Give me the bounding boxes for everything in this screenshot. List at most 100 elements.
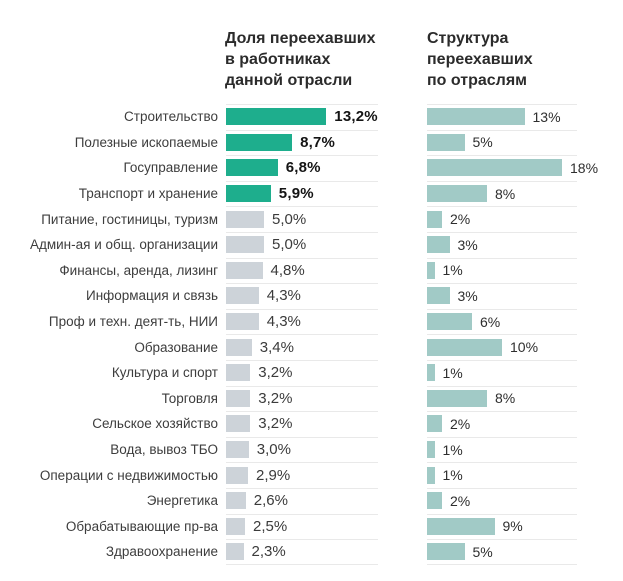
structure-value: 1% <box>442 441 463 458</box>
left-chart-cell: 2,9% <box>226 462 427 488</box>
chart-rows: Строительство 13,2% 13% Полезные ископае… <box>0 104 623 565</box>
row-separator <box>226 283 378 285</box>
row-separator <box>226 180 378 182</box>
share-bar <box>226 492 246 510</box>
structure-bar <box>427 466 435 484</box>
chart-row: Информация и связь 4,3% 3% <box>0 283 623 309</box>
structure-bar <box>427 133 465 151</box>
structure-value: 6% <box>480 313 501 330</box>
chart-row: Здравоохранение 2,3% 5% <box>0 539 623 565</box>
structure-bar <box>427 210 442 228</box>
share-bar <box>226 210 264 228</box>
row-separator <box>427 231 577 233</box>
row-separator <box>226 513 378 515</box>
structure-value: 18% <box>570 159 599 176</box>
share-value: 4,3% <box>266 313 301 331</box>
chart-row: Питание, гостиницы, туризм 5,0% 2% <box>0 206 623 232</box>
right-chart-cell: 5% <box>427 539 623 565</box>
share-bar <box>226 517 245 535</box>
structure-bar <box>427 313 472 331</box>
structure-bar <box>427 517 495 535</box>
chart-row: Сельское хозяйство 3,2% 2% <box>0 411 623 437</box>
share-bar <box>226 133 293 151</box>
chart-row: Финансы, аренда, лизинг 4,8% 1% <box>0 257 623 284</box>
left-chart-cell: 3,0% <box>226 436 427 463</box>
share-bar <box>226 364 251 382</box>
chart-row: Обрабатывающие пр-ва 2,5% 9% <box>0 513 623 540</box>
chart-row: Админ-ая и общ. организации 5,0% 3% <box>0 231 623 258</box>
right-chart-cell: 5% <box>427 129 623 156</box>
chart-row: Операции с недвижимостью 2,9% 1% <box>0 462 623 488</box>
category-label: Госуправление <box>123 160 219 176</box>
chart-row: Строительство 13,2% 13% <box>0 104 623 130</box>
share-value: 3,2% <box>258 389 293 407</box>
row-separator <box>226 334 378 336</box>
structure-value: 9% <box>502 518 523 535</box>
row-separator <box>427 513 577 515</box>
row-separator <box>427 563 577 565</box>
row-separator <box>226 539 378 541</box>
row-separator <box>427 206 577 208</box>
share-value: 3,2% <box>258 415 293 433</box>
row-separator <box>226 411 378 413</box>
right-chart-cell: 2% <box>427 487 623 514</box>
category-label: Финансы, аренда, лизинг <box>59 262 218 278</box>
left-chart-cell: 4,3% <box>226 308 427 335</box>
share-bar <box>226 185 271 203</box>
category-label: Питание, гостиницы, туризм <box>41 211 218 227</box>
row-separator <box>427 104 577 105</box>
right-chart-cell: 6% <box>427 308 623 335</box>
share-bar <box>226 338 252 356</box>
structure-bar <box>427 185 487 203</box>
left-chart-cell: 2,5% <box>226 513 427 540</box>
share-value: 6,8% <box>285 159 321 177</box>
share-bar <box>226 236 264 254</box>
right-chart-cell: 3% <box>427 283 623 309</box>
share-bar <box>226 543 244 561</box>
right-chart-cell: 8% <box>427 385 623 412</box>
share-bar <box>226 261 263 279</box>
structure-value: 8% <box>495 390 516 407</box>
row-separator <box>226 436 378 438</box>
right-chart-cell: 18% <box>427 155 623 181</box>
structure-bar <box>427 287 450 305</box>
row-separator <box>226 563 378 565</box>
left-chart-cell: 2,6% <box>226 487 427 514</box>
structure-value: 1% <box>442 467 463 484</box>
chart-row: Транспорт и хранение 5,9% 8% <box>0 180 623 207</box>
row-separator <box>427 257 577 259</box>
row-separator <box>427 129 577 131</box>
chart-row: Полезные ископаемые 8,7% 5% <box>0 129 623 156</box>
category-label: Информация и связь <box>85 288 218 304</box>
category-label: Строительство <box>124 109 218 125</box>
chart-row: Госуправление 6,8% 18% <box>0 155 623 181</box>
row-separator <box>226 155 378 157</box>
share-value: 3,4% <box>259 338 294 356</box>
category-label: Торговля <box>161 390 218 406</box>
structure-value: 2% <box>450 415 471 432</box>
share-value: 4,8% <box>270 261 305 279</box>
right-chart-cell: 9% <box>427 513 623 540</box>
share-value: 3,2% <box>258 364 293 382</box>
share-bar <box>226 287 259 305</box>
structure-value: 1% <box>442 262 463 279</box>
right-chart-cell: 8% <box>427 180 623 207</box>
row-separator <box>427 385 577 387</box>
structure-value: 3% <box>457 236 478 253</box>
structure-bar <box>427 159 562 177</box>
structure-bar <box>427 261 435 279</box>
share-bar <box>226 389 251 407</box>
structure-value: 5% <box>472 543 493 560</box>
left-chart-cell: 5,0% <box>226 206 427 232</box>
structure-bar <box>427 543 465 561</box>
row-separator <box>226 231 378 233</box>
structure-bar <box>427 108 525 126</box>
share-value: 2,9% <box>256 466 291 484</box>
share-value: 8,7% <box>300 133 336 151</box>
left-chart-cell: 2,3% <box>226 539 427 565</box>
row-separator <box>427 155 577 157</box>
row-separator <box>427 436 577 438</box>
row-separator <box>226 308 378 310</box>
structure-bar <box>427 236 450 254</box>
left-chart-cell: 3,2% <box>226 385 427 412</box>
